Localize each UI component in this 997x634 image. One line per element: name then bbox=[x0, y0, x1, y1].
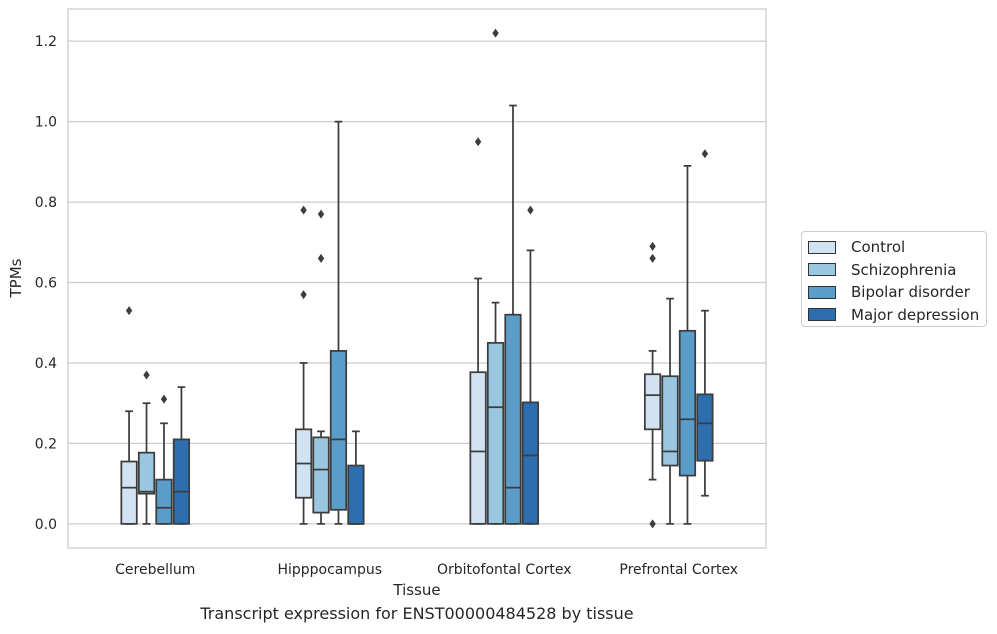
box bbox=[521, 205, 540, 525]
y-axis-label: TPMs bbox=[7, 258, 25, 298]
box bbox=[643, 241, 662, 529]
series-bipolar-disorder bbox=[155, 104, 697, 525]
x-tick-label: Cerebellum bbox=[115, 562, 195, 578]
plot-frame bbox=[67, 8, 767, 549]
legend-item: Bipolar disorder bbox=[808, 281, 986, 304]
y-tick-label: 1.0 bbox=[35, 115, 57, 131]
box-body bbox=[347, 464, 365, 525]
outlier-point bbox=[125, 306, 133, 316]
box-body bbox=[120, 460, 138, 525]
box bbox=[469, 137, 487, 525]
legend-item: Control bbox=[808, 236, 986, 259]
box-body bbox=[678, 329, 697, 477]
y-tick-label: 0.6 bbox=[35, 276, 57, 292]
y-axis-ticks: 0.0 0.2 0.4 0.6 0.8 1.0 1.2 bbox=[35, 34, 57, 533]
outlier-point bbox=[300, 290, 307, 300]
legend-swatch bbox=[808, 263, 836, 277]
series-major-depression bbox=[172, 149, 714, 525]
y-gridlines bbox=[68, 40, 766, 525]
legend-swatch bbox=[808, 240, 836, 254]
box bbox=[329, 120, 348, 525]
box bbox=[661, 297, 679, 525]
outlier-point bbox=[492, 28, 499, 38]
legend-label: Control bbox=[851, 238, 906, 257]
box-body bbox=[469, 371, 487, 525]
outlier-point bbox=[474, 137, 482, 147]
box bbox=[486, 28, 505, 525]
box bbox=[347, 430, 365, 525]
box-body bbox=[696, 393, 714, 462]
outlier-point bbox=[317, 209, 325, 219]
outlier-point bbox=[649, 519, 656, 529]
legend-label: Major depression bbox=[851, 305, 980, 324]
box bbox=[155, 394, 173, 525]
legend-item: Schizophrenia bbox=[808, 259, 986, 282]
x-tick-label: Prefrontal Cortex bbox=[619, 562, 738, 578]
outlier-point bbox=[317, 253, 325, 263]
plot-area bbox=[120, 28, 714, 529]
box-body bbox=[486, 341, 505, 525]
box-body bbox=[329, 350, 348, 511]
box bbox=[678, 164, 697, 525]
box-body bbox=[643, 373, 662, 431]
box bbox=[504, 104, 522, 525]
box bbox=[696, 149, 714, 497]
box bbox=[137, 370, 156, 525]
outlier-point bbox=[143, 370, 150, 380]
x-tick-label: Orbitofontal Cortex bbox=[437, 562, 572, 578]
y-tick-label: 0.0 bbox=[35, 517, 57, 533]
y-tick-label: 0.4 bbox=[35, 356, 57, 372]
box-body bbox=[504, 313, 522, 525]
chart-caption: Transcript expression for ENST0000048452… bbox=[200, 604, 634, 623]
legend-swatch bbox=[808, 308, 836, 322]
outlier-point bbox=[527, 205, 534, 215]
box-body bbox=[661, 375, 679, 467]
y-tick-label: 1.2 bbox=[35, 34, 57, 50]
box-body bbox=[312, 436, 330, 514]
y-tick-label: 0.2 bbox=[35, 436, 57, 452]
box bbox=[312, 209, 330, 525]
x-axis-label: Tissue bbox=[392, 581, 440, 599]
box bbox=[294, 205, 313, 525]
series-control bbox=[120, 137, 662, 529]
y-tick-label: 0.8 bbox=[35, 195, 57, 211]
legend-label: Schizophrenia bbox=[851, 260, 957, 279]
outlier-point bbox=[160, 394, 168, 404]
box-body bbox=[155, 478, 173, 525]
x-tick-label: Hipppocampus bbox=[277, 562, 382, 578]
legend-label: Bipolar disorder bbox=[851, 283, 970, 302]
legend: Control Schizophrenia Bipolar disorder Majo… bbox=[801, 231, 987, 327]
box-body bbox=[137, 451, 156, 495]
outlier-point bbox=[649, 241, 656, 251]
legend-swatch bbox=[808, 285, 836, 299]
outlier-point bbox=[300, 205, 307, 215]
x-axis-ticks: Cerebellum Hipppocampus Orbitofontal Corte… bbox=[115, 562, 738, 578]
box-body bbox=[172, 438, 191, 525]
box bbox=[120, 306, 138, 525]
box bbox=[172, 386, 191, 525]
box-body bbox=[521, 401, 540, 525]
series-schizophrenia bbox=[137, 28, 679, 525]
legend-item: Major depression bbox=[808, 304, 986, 327]
outlier-point bbox=[649, 253, 656, 263]
outlier-point bbox=[701, 149, 709, 159]
